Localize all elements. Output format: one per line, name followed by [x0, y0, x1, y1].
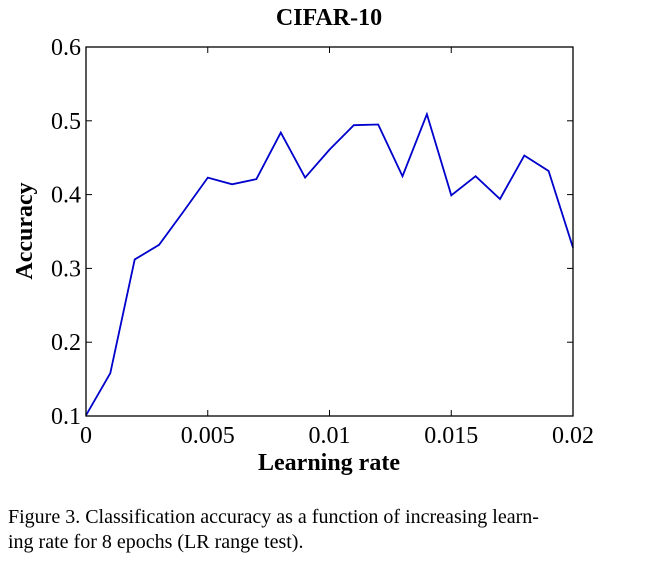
y-tick-label-5: 0.6 [51, 35, 81, 61]
plot-area-frame [85, 46, 574, 417]
x-tick-label-2: 0.01 [309, 423, 351, 449]
y-axis-label: Accuracy [12, 182, 38, 279]
tick-layer [85, 46, 574, 417]
y-tick-label-1: 0.2 [51, 330, 81, 356]
x-tick-label-3: 0.015 [424, 423, 478, 449]
figure-caption: Figure 3. Classification accuracy as a f… [8, 505, 640, 555]
y-tick-label-3: 0.4 [51, 183, 81, 209]
chart-title: CIFAR-10 [276, 5, 382, 31]
x-tick-label-1: 0.005 [181, 423, 235, 449]
y-tick-label-2: 0.3 [51, 256, 81, 282]
caption-line-1: Figure 3. Classification accuracy as a f… [8, 506, 539, 528]
x-tick-label-4: 0.02 [552, 423, 594, 449]
accuracy-chart: CIFAR-10 0 0.005 0.01 0.015 0.02 0.1 0.2 0.3 0.4… [12, 5, 594, 476]
y-tick-label-0: 0.1 [51, 404, 81, 430]
x-tick-label-0: 0 [80, 423, 92, 449]
caption-line-2: ing rate for 8 epochs (LR range test). [8, 531, 304, 553]
accuracy-series-line [85, 111, 574, 416]
x-axis-label: Learning rate [258, 450, 400, 476]
y-tick-label-4: 0.5 [51, 109, 81, 135]
tick-label-layer: 0 0.005 0.01 0.015 0.02 0.1 0.2 0.3 0.4 0.5 0.6 [51, 35, 594, 449]
